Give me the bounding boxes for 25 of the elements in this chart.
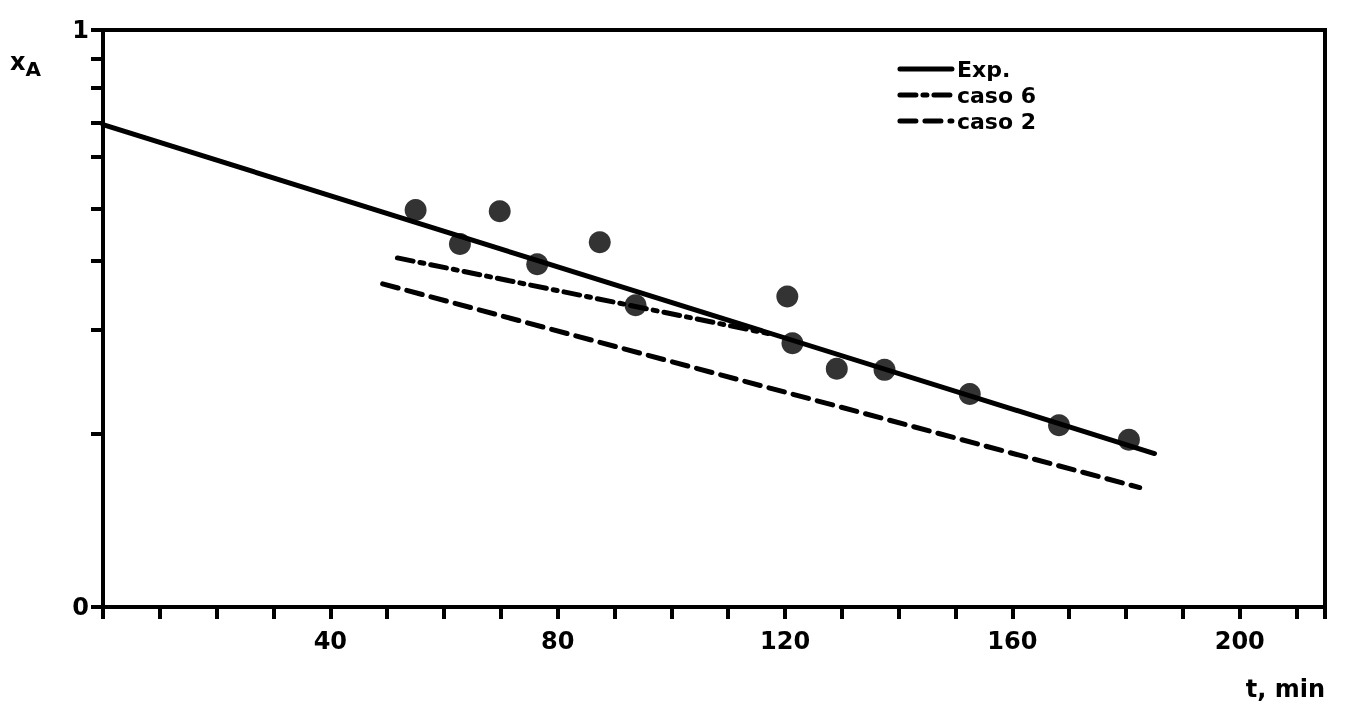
x-tick-label: 160 [987, 627, 1038, 655]
x-tick-label: 120 [759, 627, 811, 655]
y-tick-label: 0 [72, 593, 89, 621]
point [873, 358, 896, 381]
point [488, 200, 511, 223]
point [958, 383, 981, 406]
point [588, 231, 611, 254]
point [781, 332, 804, 355]
x-axis-title: t, min [1245, 675, 1325, 703]
x-tick-label: 40 [313, 627, 348, 655]
point [825, 357, 848, 380]
point [526, 253, 549, 276]
legend-label: caso 2 [956, 108, 1036, 134]
point [624, 294, 647, 317]
point [1048, 414, 1070, 437]
legend-label: caso 6 [956, 82, 1036, 108]
legend-label: Exp. [956, 56, 1011, 82]
y-tick-label: 1 [72, 16, 89, 44]
x-tick-label: 200 [1214, 627, 1265, 655]
point [1117, 428, 1140, 451]
x-tick-label: 80 [540, 627, 575, 655]
y-axis-title: x$_{A}$ [10, 48, 41, 81]
point [404, 199, 427, 222]
point [448, 233, 471, 256]
point [776, 285, 799, 308]
